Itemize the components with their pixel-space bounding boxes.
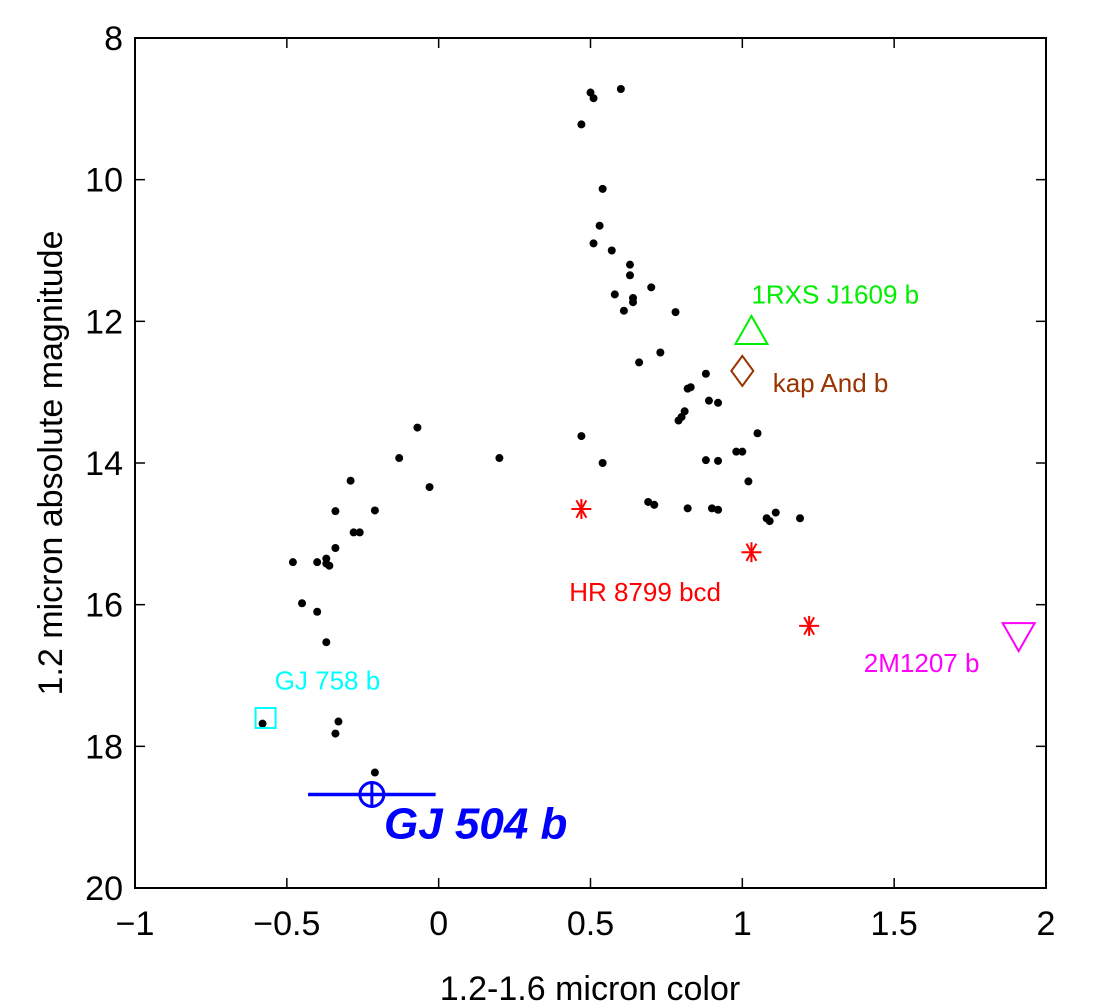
annotation-label: 2M1207 b	[864, 648, 980, 678]
data-point	[370, 768, 379, 777]
data-point-asterisk	[741, 542, 762, 563]
data-point	[598, 184, 607, 193]
y-tick-label: 10	[85, 162, 123, 200]
data-point-square	[254, 707, 277, 729]
data-point	[629, 298, 638, 307]
data-point-triangle-up	[733, 313, 770, 345]
plot-area-frame	[134, 37, 1047, 889]
data-point	[495, 454, 504, 463]
data-point	[331, 544, 340, 552]
annotation-label: GJ 758 b	[275, 666, 381, 696]
data-point	[704, 396, 713, 405]
data-point	[425, 483, 434, 492]
x-tick-label: 0.5	[567, 905, 614, 943]
data-point	[298, 599, 307, 608]
data-point	[796, 514, 805, 523]
data-point	[370, 506, 379, 515]
data-point	[656, 348, 665, 357]
data-point	[395, 454, 404, 463]
data-point	[732, 447, 741, 456]
data-point	[701, 456, 710, 465]
data-point	[288, 558, 297, 567]
data-point	[619, 306, 628, 315]
data-point	[349, 528, 358, 537]
y-tick-label: 8	[104, 20, 123, 58]
y-tick-label: 14	[85, 445, 123, 483]
data-point	[707, 504, 716, 513]
data-point	[650, 500, 659, 509]
data-point	[577, 432, 586, 441]
data-point	[753, 429, 762, 438]
data-point	[635, 358, 644, 367]
data-point	[577, 120, 586, 129]
x-tick-label: −0.5	[253, 905, 320, 943]
annotation-label: GJ 504 b	[384, 799, 567, 848]
data-point-diamond	[730, 354, 755, 388]
y-tick-label: 20	[85, 870, 123, 908]
data-point	[744, 477, 753, 486]
y-tick-label: 16	[85, 587, 123, 625]
annotation-label: HR 8799 bcd	[569, 577, 721, 607]
data-point	[616, 85, 625, 93]
data-point	[771, 508, 780, 517]
data-point	[595, 221, 604, 230]
data-point-asterisk	[571, 499, 592, 520]
data-point	[714, 505, 723, 514]
data-point	[589, 94, 598, 103]
data-point	[331, 507, 340, 516]
data-marks	[254, 85, 1037, 808]
data-point	[258, 719, 267, 728]
data-point	[322, 638, 331, 647]
data-point	[714, 398, 723, 407]
data-point	[313, 558, 322, 567]
x-tick-label: 1	[733, 905, 752, 943]
y-tick-label: 12	[85, 303, 123, 341]
data-point	[674, 416, 683, 425]
data-point	[598, 459, 607, 467]
annotation-label: 1RXS J1609 b	[751, 280, 919, 310]
data-point	[331, 729, 340, 738]
data-point	[334, 717, 343, 726]
axis-ticks: −1 −0.5 0 0.5 1 1.5 2 8 10 12 14 16 18 20	[85, 20, 1055, 943]
data-point	[346, 476, 355, 485]
data-point	[413, 423, 422, 432]
data-point	[313, 607, 322, 616]
data-point	[589, 239, 598, 248]
data-point	[714, 456, 723, 465]
data-point	[625, 271, 634, 280]
x-tick-label: 1.5	[871, 905, 918, 943]
annotations: 1RXS J1609 b kap And b HR 8799 bcd 2M1207 b…	[275, 280, 980, 849]
data-point	[738, 447, 747, 456]
data-point	[607, 246, 616, 255]
y-axis-title: 1.2 micron absolute magnitude	[32, 231, 70, 696]
data-point	[647, 283, 656, 292]
data-point	[765, 517, 774, 526]
data-point-triangle-down	[1000, 622, 1037, 654]
y-tick-label: 18	[85, 728, 123, 766]
data-point	[355, 528, 364, 537]
x-tick-label: 0	[429, 905, 448, 943]
x-axis-title: 1.2-1.6 micron color	[440, 970, 740, 1008]
data-point	[325, 561, 334, 570]
x-tick-label: −1	[116, 905, 155, 943]
data-point	[683, 504, 692, 513]
data-point	[644, 497, 653, 506]
data-point	[683, 384, 692, 393]
data-point-asterisk	[799, 615, 820, 636]
x-tick-label: 2	[1037, 905, 1056, 943]
data-point	[671, 308, 680, 317]
data-point	[701, 369, 710, 378]
annotation-label: kap And b	[773, 368, 889, 398]
data-point	[625, 260, 634, 269]
data-point	[610, 290, 619, 299]
